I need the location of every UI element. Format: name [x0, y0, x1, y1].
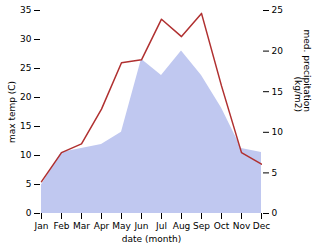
svg-text:35: 35: [20, 5, 31, 15]
svg-text:May: May: [112, 221, 131, 231]
svg-text:med. precipitation(kg/m2): med. precipitation(kg/m2): [293, 30, 312, 112]
svg-text:Aug: Aug: [173, 221, 191, 231]
svg-text:0: 0: [26, 208, 32, 218]
svg-text:5: 5: [26, 179, 32, 189]
svg-text:Dec: Dec: [253, 221, 270, 231]
svg-text:25: 25: [272, 5, 283, 15]
svg-text:Apr: Apr: [94, 221, 110, 231]
svg-text:25: 25: [20, 63, 31, 73]
svg-text:max temp (C): max temp (C): [7, 81, 17, 143]
svg-text:0: 0: [272, 208, 278, 218]
svg-text:date (month): date (month): [122, 234, 181, 244]
svg-text:5: 5: [272, 168, 278, 178]
svg-text:20: 20: [20, 92, 32, 102]
svg-text:Feb: Feb: [54, 221, 70, 231]
svg-text:10: 10: [20, 150, 32, 160]
svg-text:20: 20: [272, 46, 284, 56]
svg-text:Jan: Jan: [34, 221, 49, 231]
svg-text:30: 30: [20, 34, 32, 44]
svg-text:Sep: Sep: [193, 221, 210, 231]
svg-text:Mar: Mar: [73, 221, 90, 231]
svg-text:Oct: Oct: [214, 221, 230, 231]
svg-text:Jul: Jul: [155, 221, 167, 231]
svg-text:Jun: Jun: [133, 221, 148, 231]
svg-text:Nov: Nov: [233, 221, 251, 231]
svg-text:10: 10: [272, 127, 284, 137]
svg-text:15: 15: [272, 87, 283, 97]
svg-text:15: 15: [20, 121, 31, 131]
